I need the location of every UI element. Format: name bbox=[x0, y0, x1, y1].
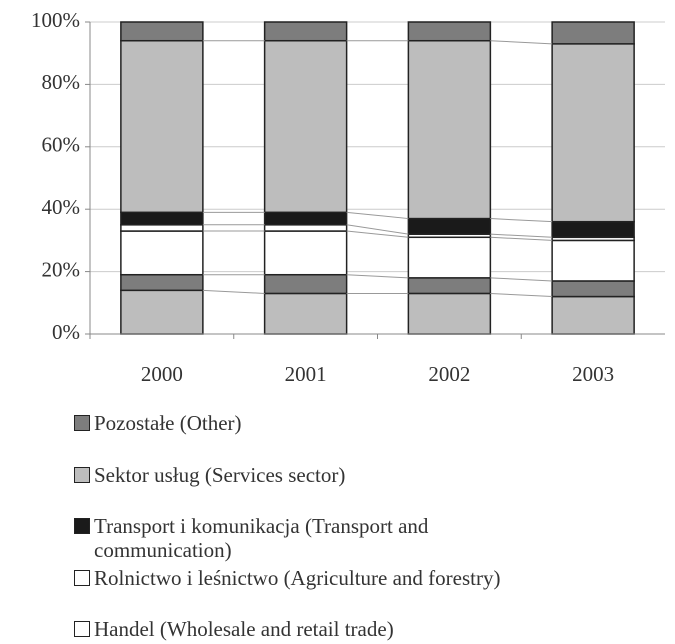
bar-segment bbox=[551, 21, 635, 45]
legend-item: Transport i komunikacja (Transport and c… bbox=[74, 514, 544, 562]
legend-item: Pozostałe (Other) bbox=[74, 411, 544, 435]
x-tick-label: 2002 bbox=[428, 362, 470, 386]
bar-segment bbox=[407, 292, 492, 335]
y-tick-label: 80% bbox=[42, 70, 81, 94]
bar-segment bbox=[407, 236, 492, 279]
bar-segment bbox=[120, 230, 204, 276]
x-tick-label: 2000 bbox=[141, 362, 183, 386]
bar-segment bbox=[551, 239, 635, 282]
legend-label: Rolnictwo i leśnictwo (Agriculture and f… bbox=[94, 566, 501, 590]
legend-label: Sektor usług (Services sector) bbox=[94, 463, 346, 487]
connector bbox=[346, 274, 409, 279]
bar-segment bbox=[407, 21, 492, 42]
bar-segment bbox=[551, 220, 635, 239]
bar-segment bbox=[120, 39, 204, 214]
bar-segment bbox=[407, 39, 492, 220]
bar-segment bbox=[120, 211, 204, 226]
bar-segment bbox=[407, 217, 492, 235]
connector bbox=[346, 230, 409, 238]
y-tick-label: 0% bbox=[52, 320, 80, 344]
bar-segment bbox=[263, 21, 348, 42]
legend-swatch bbox=[74, 570, 90, 586]
legend-swatch bbox=[74, 621, 90, 637]
connector bbox=[346, 211, 409, 220]
bar-segment bbox=[263, 39, 348, 214]
connector bbox=[490, 277, 553, 282]
chart: 0% 20% 40% 60% 80% 100% 2000 2001 2002 2003 bbox=[31, 8, 665, 386]
connector bbox=[346, 224, 409, 235]
x-tick-label: 2001 bbox=[285, 362, 327, 386]
y-tick-label: 100% bbox=[31, 8, 80, 32]
legend-item: Sektor usług (Services sector) bbox=[74, 463, 544, 487]
bar-segment bbox=[407, 277, 492, 295]
bar-segment bbox=[551, 43, 635, 223]
bar-segment bbox=[120, 224, 204, 232]
legend-label: Transport i komunikacja (Transport and c… bbox=[94, 514, 429, 562]
connector bbox=[490, 236, 553, 241]
x-tick-label: 2003 bbox=[572, 362, 614, 386]
y-tick-label: 40% bbox=[42, 195, 81, 219]
y-tick-label: 60% bbox=[42, 133, 81, 157]
y-tick-label: 20% bbox=[42, 257, 81, 281]
legend-item: Handel (Wholesale and retail trade) bbox=[74, 617, 544, 641]
legend-label: Handel (Wholesale and retail trade) bbox=[94, 617, 394, 641]
legend-swatch bbox=[74, 518, 90, 534]
bar-segment bbox=[263, 230, 348, 276]
bar-segment bbox=[120, 21, 204, 42]
bar-segment bbox=[120, 289, 204, 335]
connector bbox=[490, 292, 553, 298]
bar-segment bbox=[263, 224, 348, 232]
legend-swatch bbox=[74, 415, 90, 431]
bar-segment bbox=[120, 273, 204, 292]
bar-segment bbox=[551, 295, 635, 335]
connector bbox=[490, 40, 553, 45]
bar-segment bbox=[263, 211, 348, 226]
legend-swatch bbox=[74, 467, 90, 483]
connector bbox=[490, 218, 553, 223]
bar-segment bbox=[551, 280, 635, 298]
bar-segment bbox=[263, 292, 348, 335]
legend-item: Rolnictwo i leśnictwo (Agriculture and f… bbox=[74, 566, 544, 590]
bar-segment bbox=[263, 273, 348, 295]
legend-label: Pozostałe (Other) bbox=[94, 411, 242, 435]
connector bbox=[490, 233, 553, 238]
connector bbox=[202, 289, 265, 294]
